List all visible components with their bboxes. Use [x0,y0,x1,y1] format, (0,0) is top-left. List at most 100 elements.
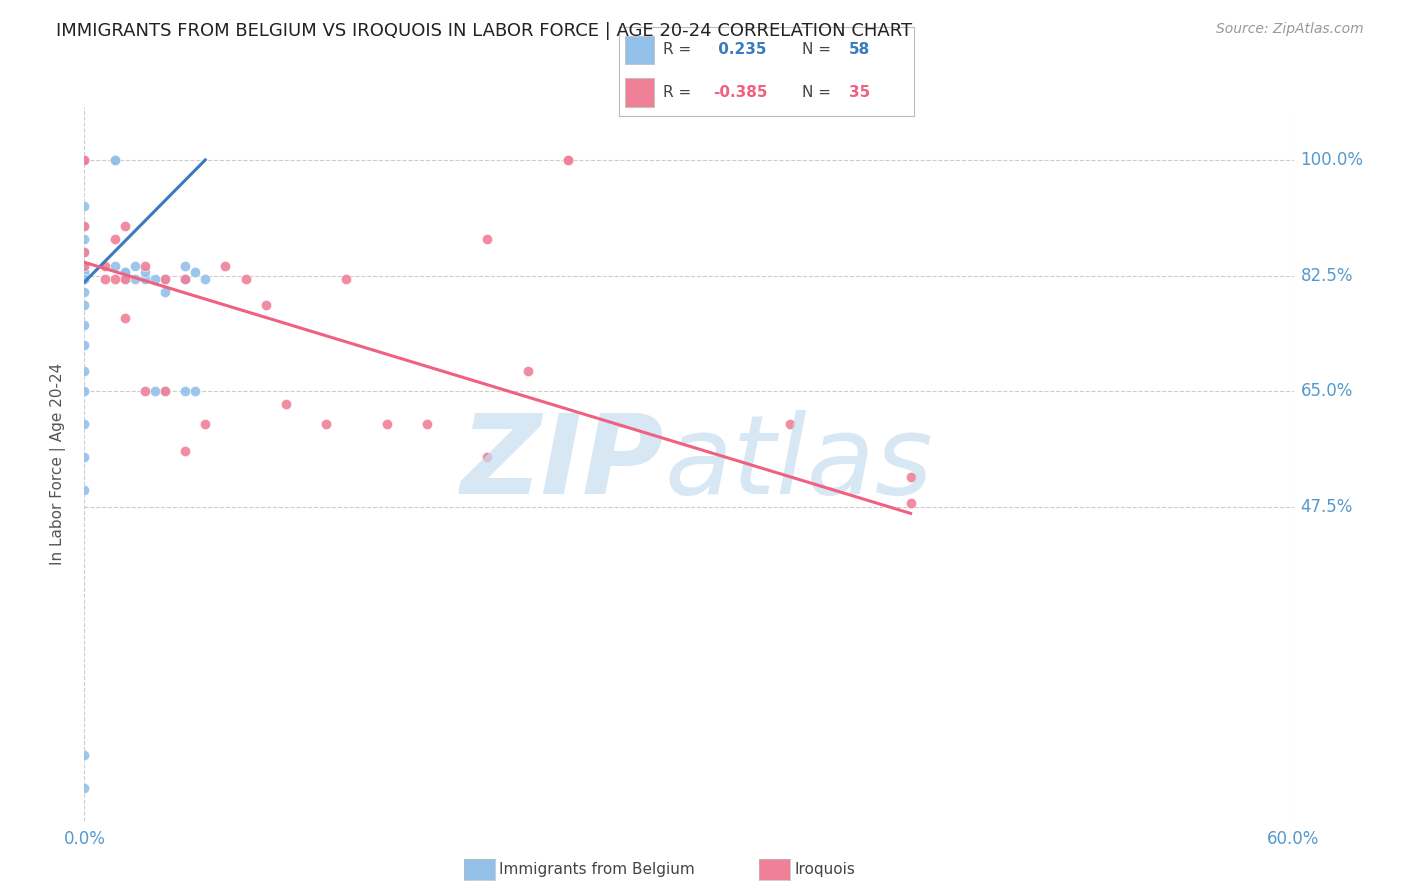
Point [73,232,96,246]
Text: N =: N = [801,43,831,57]
Point [73,199,96,213]
Text: -0.385: -0.385 [713,86,768,100]
Bar [624,78,654,107]
Point [235,272,257,286]
Point [214,259,236,273]
Point [174,443,197,458]
Point [73,153,96,167]
Point [104,153,127,167]
Point [114,265,136,279]
Point [375,417,398,432]
Point [73,259,96,273]
Point [73,245,96,260]
Text: Iroquois: Iroquois [794,863,855,877]
Point [73,153,96,167]
Point [134,259,156,273]
Point [73,259,96,273]
Point [73,417,96,432]
Point [477,450,499,465]
Point [93,259,115,273]
Text: 100.0%: 100.0% [1301,151,1364,169]
Text: R =: R = [664,43,692,57]
Point [73,153,96,167]
Point [194,272,217,286]
Point [73,298,96,312]
Text: R =: R = [664,86,692,100]
Point [174,272,197,286]
Point [73,747,96,762]
Point [73,259,96,273]
Point [557,153,579,167]
Point [73,259,96,273]
Point [73,364,96,378]
Point [73,153,96,167]
Text: 58: 58 [849,43,870,57]
Point [516,364,538,378]
Point [73,272,96,286]
Point [174,384,197,399]
Point [73,245,96,260]
Point [779,417,801,432]
Point [73,153,96,167]
Point [114,311,136,326]
Point [73,338,96,352]
Point [315,417,337,432]
Point [73,318,96,332]
Point [153,384,176,399]
Point [900,470,922,484]
Point [104,232,127,246]
Point [73,265,96,279]
Point [73,780,96,795]
Point [104,259,127,273]
Point [104,272,127,286]
Point [335,272,357,286]
Point [143,272,166,286]
Point [254,298,277,312]
Point [73,153,96,167]
Bar [624,36,654,64]
Point [73,153,96,167]
Point [73,153,96,167]
Text: N =: N = [801,86,831,100]
Point [73,450,96,465]
Point [134,384,156,399]
Text: 65.0%: 65.0% [1301,382,1353,401]
Point [194,417,217,432]
Text: Immigrants from Belgium: Immigrants from Belgium [499,863,695,877]
Text: 82.5%: 82.5% [1301,267,1353,285]
Point [73,153,96,167]
Point [184,384,207,399]
Text: 35: 35 [849,86,870,100]
Point [73,219,96,233]
Point [73,153,96,167]
Point [73,153,96,167]
Point [73,265,96,279]
Point [73,219,96,233]
Point [153,272,176,286]
Y-axis label: In Labor Force | Age 20-24: In Labor Force | Age 20-24 [51,363,66,565]
Point [114,219,136,233]
Point [557,153,579,167]
Point [73,153,96,167]
Point [134,272,156,286]
Point [174,259,197,273]
Point [174,272,197,286]
Point [73,259,96,273]
Point [73,272,96,286]
Point [73,265,96,279]
Text: IMMIGRANTS FROM BELGIUM VS IROQUOIS IN LABOR FORCE | AGE 20-24 CORRELATION CHART: IMMIGRANTS FROM BELGIUM VS IROQUOIS IN L… [56,22,912,40]
Point [900,496,922,510]
Point [153,384,176,399]
Point [184,265,207,279]
Point [73,384,96,399]
Point [114,265,136,279]
Text: ZIP: ZIP [461,410,665,517]
Point [124,259,146,273]
Point [73,483,96,498]
Point [153,285,176,299]
Point [93,272,115,286]
Text: 47.5%: 47.5% [1301,498,1353,516]
Point [114,272,136,286]
Text: 0.235: 0.235 [713,43,766,57]
Point [174,272,197,286]
